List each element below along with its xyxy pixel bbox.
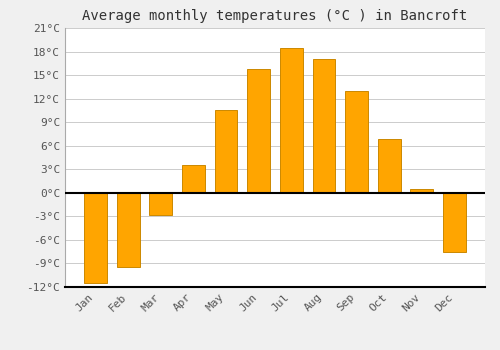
Bar (312, 60, 336, 193)
Bar (84, 193, 107, 283)
Bar (214, 110, 238, 193)
Bar (280, 48, 302, 193)
Bar (150, 193, 172, 215)
Bar (248, 69, 270, 193)
Bar (345, 91, 368, 193)
Bar (378, 139, 400, 193)
Bar (182, 165, 205, 193)
Bar (116, 193, 140, 267)
Bar (443, 193, 466, 252)
Bar (410, 189, 434, 193)
Title: Average monthly temperatures (°C ) in Bancroft: Average monthly temperatures (°C ) in Ba… (82, 9, 468, 23)
